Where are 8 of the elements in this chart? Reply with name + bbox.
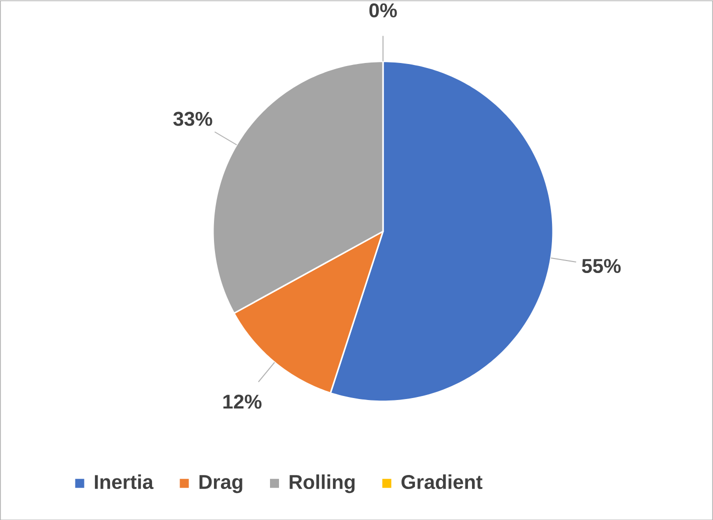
legend-label: Gradient [402, 474, 482, 489]
legend-label: Rolling [290, 474, 355, 493]
legend-label: Drag [200, 474, 242, 493]
data-label: 12% [223, 394, 262, 409]
text: 0% [369, 3, 397, 18]
data-label: 55% [582, 258, 621, 273]
legend-label: Inertia [94, 474, 154, 489]
data-label: 33% [173, 112, 212, 126]
